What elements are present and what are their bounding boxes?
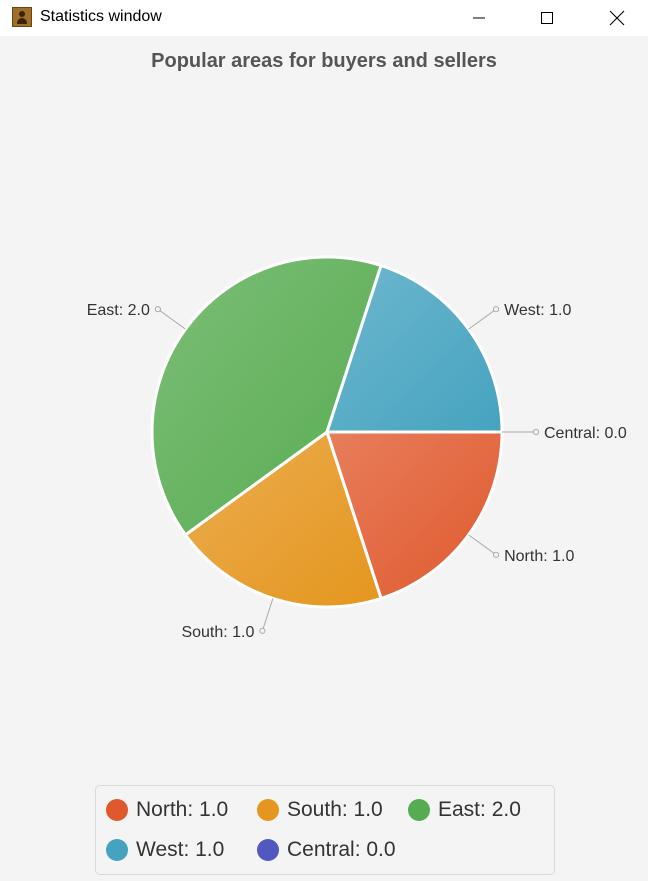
legend-label: South: 1.0 <box>287 798 383 821</box>
data-label-south: South: 1.0 <box>181 624 254 641</box>
close-icon <box>609 10 625 26</box>
maximize-button[interactable] <box>524 0 570 36</box>
legend-swatch <box>257 839 279 861</box>
legend-item-east: East: 2.0 <box>408 798 521 822</box>
legend-item-west: West: 1.0 <box>106 838 224 862</box>
legend-label: West: 1.0 <box>136 838 225 861</box>
pie-slice-east <box>150 255 383 537</box>
label-dot-west <box>493 306 500 313</box>
label-line-east <box>157 308 186 330</box>
chart-legend: North: 1.0 South: 1.0 East: 2.0 West: 1.… <box>95 785 555 875</box>
data-label-east: East: 2.0 <box>87 302 150 319</box>
label-line-north <box>468 534 497 556</box>
title-bar: Statistics window <box>0 0 648 36</box>
data-label-west: West: 1.0 <box>504 302 571 319</box>
data-label-central: Central: 0.0 <box>544 425 627 442</box>
label-dot-south <box>259 627 266 634</box>
legend-label: North: 1.0 <box>136 798 229 821</box>
label-line-south <box>261 598 274 631</box>
legend-item-central: Central: 0.0 <box>257 838 396 862</box>
pie-slice-west <box>325 264 504 434</box>
minimize-button[interactable] <box>456 0 502 36</box>
legend-swatch <box>257 799 279 821</box>
label-dot-east <box>154 306 161 313</box>
maximize-icon <box>541 12 553 24</box>
legend-swatch <box>408 799 430 821</box>
legend-item-north: North: 1.0 <box>106 798 228 822</box>
window-title: Statistics window <box>40 8 162 25</box>
legend-label: East: 2.0 <box>438 798 521 821</box>
pie-slice-north <box>325 430 504 600</box>
legend-swatch <box>106 839 128 861</box>
chart-title: Popular areas for buyers and sellers <box>151 50 497 72</box>
legend-label: Central: 0.0 <box>287 838 396 861</box>
minimize-icon <box>473 17 485 19</box>
label-dot-north <box>493 551 500 558</box>
close-button[interactable] <box>594 0 640 36</box>
legend-swatch <box>106 799 128 821</box>
data-label-north: North: 1.0 <box>504 548 574 565</box>
address-book-icon <box>12 7 32 27</box>
legend-item-south: South: 1.0 <box>257 798 383 822</box>
label-dot-central <box>532 428 540 436</box>
label-line-west <box>468 308 497 330</box>
pie-chart: North: 1.0 South: 1.0 East: 2.0 West: 1.0 Ce… <box>87 255 627 641</box>
